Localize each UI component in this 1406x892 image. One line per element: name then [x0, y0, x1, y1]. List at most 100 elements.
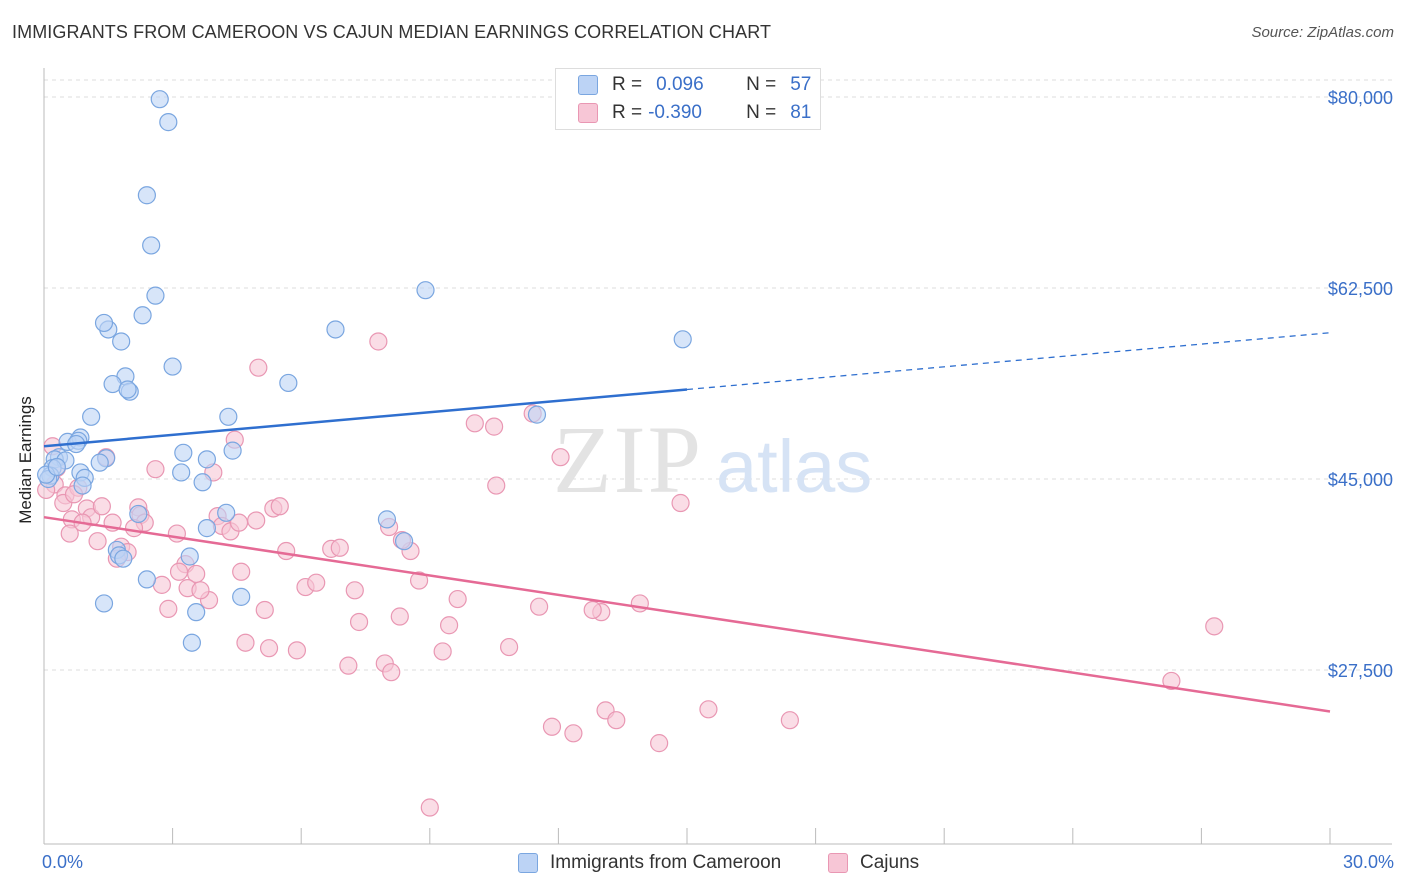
cajuns-point [485, 417, 504, 436]
y-tick-label: $80,000 [1328, 88, 1393, 108]
chart-source: Source: ZipAtlas.com [1251, 24, 1394, 41]
cameroon-point [133, 306, 152, 325]
cajuns-point [487, 476, 506, 495]
cajuns-trend-line [43, 515, 1331, 713]
cajuns-point [1162, 671, 1181, 691]
r-label: R = [612, 74, 643, 95]
cameroon-trend-line [43, 388, 688, 448]
x-tick-max: 30.0% [1342, 852, 1394, 872]
cameroon-point [187, 603, 206, 622]
cajuns-point [255, 600, 274, 620]
cameroon-point [82, 407, 101, 426]
cameroon-point [527, 405, 547, 424]
cajuns-point [349, 612, 369, 632]
cajuns-point [439, 616, 459, 635]
watermark-atlas: atlas [716, 425, 872, 508]
r-value: 0.096 [656, 74, 704, 95]
cajuns-point [232, 562, 251, 581]
stats-row-cajuns: R = -0.390 N = 81 [578, 99, 811, 127]
cajuns-point [60, 524, 79, 543]
cameroon-point [137, 186, 156, 205]
y-tick-label: $62,500 [1328, 279, 1393, 299]
cajuns-point [307, 573, 326, 592]
cameroon-point [172, 463, 191, 482]
cameroon-point [94, 313, 114, 333]
cajuns-point [500, 637, 519, 657]
stats-row-cameroon: R = 0.096 N = 57 [578, 71, 811, 99]
cajuns-point [236, 633, 255, 652]
cajuns-point [88, 532, 107, 551]
cajuns-point [542, 717, 562, 736]
stats-box: R = 0.096 N = 57 R = -0.390 N = 81 [555, 68, 821, 130]
cameroon-point [137, 570, 156, 589]
legend-item-cajuns[interactable]: Cajuns [828, 852, 919, 874]
cajuns-point [146, 460, 165, 479]
cameroon-point [217, 503, 236, 522]
cajuns-point [277, 541, 296, 561]
legend-label: Immigrants from Cameroon [550, 852, 782, 873]
n-value: 57 [790, 74, 812, 95]
cajuns-point [259, 639, 279, 658]
y-tick-label: $45,000 [1328, 470, 1393, 490]
cajuns-point [465, 414, 484, 433]
cajuns-point [530, 597, 549, 616]
cameroon-point [114, 549, 133, 568]
cajuns-point [420, 798, 439, 817]
cameroon-point [193, 473, 212, 492]
y-tick-label: $27,500 [1328, 661, 1393, 681]
cajuns-point [433, 642, 452, 661]
trend-lines [43, 332, 1331, 713]
n-value: 81 [790, 102, 812, 123]
cajuns-point [369, 332, 388, 351]
cajuns-point [270, 497, 289, 516]
cajuns-point [409, 571, 429, 590]
pink-swatch [578, 103, 598, 123]
cajuns-point [583, 600, 602, 620]
cameroon-point [163, 357, 182, 376]
cajuns-point [448, 589, 467, 609]
legend-item-cameroon[interactable]: Immigrants from Cameroon [518, 852, 781, 874]
cameroon-point [232, 587, 251, 606]
cajuns-point [382, 663, 401, 682]
cameroon-points [37, 90, 692, 652]
cameroon-point [326, 320, 345, 339]
cameroon-point [150, 90, 169, 109]
cameroon-point [394, 532, 414, 551]
cajuns-point [92, 497, 111, 516]
legend: Immigrants from Cameroon Cajuns [0, 850, 1406, 880]
r-value: -0.390 [648, 102, 702, 123]
cajuns-point [167, 524, 186, 543]
legend-swatch-blue [518, 853, 538, 873]
cameroon-point [377, 510, 397, 529]
cajuns-point [780, 711, 799, 730]
cameroon-point [416, 281, 435, 300]
cajuns-point [287, 641, 307, 660]
cajuns-point [247, 511, 266, 530]
axes [43, 68, 1392, 845]
cajuns-point [699, 700, 718, 719]
cameroon-point [219, 407, 238, 426]
cameroon-point [146, 286, 165, 305]
cameroon-point [73, 476, 92, 495]
cajuns-point [339, 656, 358, 675]
cameroon-point [47, 457, 66, 477]
cajuns-point [191, 581, 210, 600]
cajuns-point [551, 448, 570, 467]
cajuns-point [345, 581, 364, 600]
n-label: N = [746, 102, 777, 123]
y-tick-labels: $27,500 $45,000 $62,500 $80,000 [1328, 88, 1393, 681]
chart-title: IMMIGRANTS FROM CAMEROON VS CAJUN MEDIAN… [12, 22, 772, 42]
cajuns-point [564, 724, 583, 743]
x-tick-min: 0.0% [42, 852, 84, 872]
cajuns-point [249, 358, 268, 377]
cajuns-point [330, 538, 349, 557]
cameroon-point [174, 443, 193, 462]
cameroon-point [182, 633, 201, 652]
cajuns-point [159, 599, 178, 618]
cajuns-point [650, 734, 669, 753]
grid-lines [44, 79, 1392, 671]
cameroon-point [118, 380, 137, 399]
cameroon-point [180, 547, 199, 566]
cameroon-point [673, 330, 692, 349]
